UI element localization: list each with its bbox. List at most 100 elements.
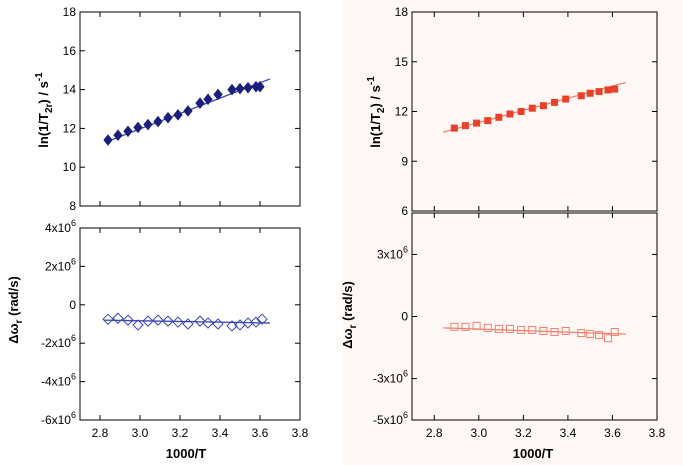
top-left-ylabel: ln(1/T2r) / s-1 [34,72,55,148]
top-left-data-point [173,109,183,121]
top-left-ytick-label: 14 [63,83,77,97]
bottom-left-data-point [202,317,214,329]
bottom-right-xtick-label: 3.8 [649,426,666,440]
bottom-right-data-point [483,323,492,332]
bottom-right-data-point [550,328,559,337]
bottom-left-ytick-label: -6x106 [41,410,76,427]
bottom-left-ytick-label: 2x106 [45,256,76,273]
top-left-data-point [235,82,245,95]
bottom-left-xtick-label: 3.2 [172,426,189,440]
bottom-right-data-point [472,321,481,330]
bottom-right-data-point [586,330,595,339]
bottom-right-data-point [577,329,586,338]
svg-text:ln(1/T2r) / s-1: ln(1/T2r) / s-1 [34,72,55,148]
top-left-ytick-label: 18 [63,5,77,19]
top-left-data-point [227,83,237,96]
top-right-plot: 6 9 12 15 18 [395,5,658,218]
top-left-ytick-label: 12 [63,121,77,135]
top-right-data-point [604,86,612,94]
top-right-ytick-label: 12 [395,105,409,119]
top-right-data-point [586,89,594,97]
top-left-data-point [113,129,123,141]
top-left-data-point [213,88,223,101]
bottom-left-data-point [194,315,206,327]
top-right-data-point [484,117,492,125]
top-left-data-point [255,80,265,93]
top-left-data-point [195,97,205,109]
top-right-ytick-label: 15 [395,55,409,69]
top-right-data-point [450,124,458,132]
top-right-data-point [528,104,536,112]
bottom-left-data-point [112,312,124,324]
top-right-data-point [595,88,603,96]
bottom-left-ytick-label: 4x106 [45,218,76,235]
svg-text:ln(1/T2) / s-1: ln(1/T2) / s-1 [366,76,387,148]
top-left-data-point [103,134,113,146]
bottom-left-xtick-label: 2.8 [92,426,109,440]
top-left-plot: 8 10 12 14 16 18 [63,5,301,213]
top-right-data-point [495,113,503,121]
top-left-axes-frame [79,11,301,207]
top-left-data-point [203,93,213,106]
bottom-right-xtick-label: 2.8 [426,426,443,440]
bottom-right-data-point [450,322,459,331]
svg-text:Δωr (rad/s): Δωr (rad/s) [340,281,359,349]
bottom-right-data-point [539,326,548,335]
bottom-left-xtick-label: 3.8 [292,426,309,440]
bottom-right-data-point [610,328,619,337]
bottom-left-data-point [132,319,144,331]
top-left-data-point [153,115,163,128]
bottom-right-ytick-label: 3x106 [377,244,408,261]
bottom-right-data-point [528,325,537,334]
bottom-left-data-point [172,316,184,328]
bottom-left-xtick-label: 3.6 [252,426,269,440]
bottom-right-ytick-label: 0 [401,310,408,324]
right-panel-background [342,0,683,465]
top-left-data-point [133,121,143,134]
bottom-right-xtick-label: 3.0 [470,426,487,440]
bottom-right-data-point [461,322,470,331]
top-right-data-point [461,122,469,130]
top-left-data-point [163,111,173,124]
bottom-left-ytick-label: 0 [69,298,76,312]
bottom-right-xtick-label: 3.6 [604,426,621,440]
bottom-left-ytick-label: -4x106 [41,372,76,389]
bottom-right-data-point [494,324,503,333]
bottom-left-data-point [162,315,174,327]
top-left-data-point [143,118,153,131]
bottom-left-data-point [122,314,134,326]
bottom-left-data-point [256,313,268,325]
bottom-right-data-point [561,326,570,335]
bottom-left-data-point [250,316,262,328]
top-left-data-point [123,125,133,138]
top-right-data-point [551,98,559,106]
bottom-right-plot: -5x106 -3x106 0 3x106 2.8 3.0 3.2 3.4 3.6 3.8 [373,212,666,440]
bottom-left-data-point [152,314,164,326]
bottom-left-ytick-label: -2x106 [41,333,76,350]
top-right-data-point [517,108,525,115]
bottom-left-data-point [212,318,224,330]
bottom-right-xtick-label: 3.2 [515,426,532,440]
top-right-ytick-label: 18 [395,5,409,19]
top-left-data-point [183,105,193,117]
top-left-ytick-label: 8 [69,199,76,213]
bottom-right-ylabel: Δωr (rad/s) [340,281,359,349]
bottom-right-data-point [517,325,526,334]
top-left-ytick-label: 10 [63,160,77,174]
bottom-right-data-point [595,331,604,340]
bottom-right-xtick-label: 3.4 [560,426,577,440]
top-right-data-point [611,85,619,93]
top-right-ytick-label: 6 [401,204,408,218]
bottom-left-axes-frame [79,227,301,421]
top-right-data-point [506,110,514,118]
top-right-data-point [562,95,570,103]
bottom-right-data-point [506,324,514,333]
top-right-data-point [577,92,585,100]
bottom-left-data-point [182,318,194,330]
bottom-left-xtick-label: 3.4 [212,426,229,440]
top-right-ylabel: ln(1/T2) / s-1 [366,76,387,148]
bottom-right-ytick-label: -5x106 [373,410,408,427]
bottom-right-ytick-label: -3x106 [373,369,408,386]
bottom-left-xtick-label: 3.0 [132,426,149,440]
